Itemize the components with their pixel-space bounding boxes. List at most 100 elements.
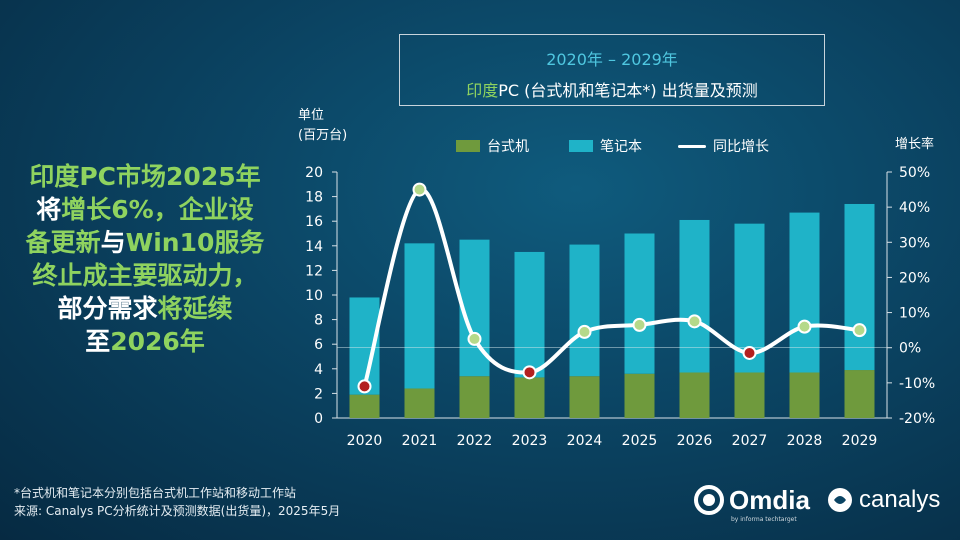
bar-notebook — [514, 251, 545, 378]
y2-tick-label: -20% — [899, 411, 935, 427]
y-tick-label: 14 — [305, 239, 323, 255]
chart-title-rest: PC (台式机和笔记本*) 出货量及预测 — [498, 81, 758, 100]
callout-line-2: 将增长6%，企业设 — [14, 193, 276, 226]
bar-desktop — [734, 372, 765, 418]
growth-point — [797, 319, 812, 334]
bar-desktop — [624, 373, 655, 418]
omdia-logo-text: Omdia — [729, 484, 810, 515]
callout-line-4: 终止成主要驱动力， — [32, 261, 258, 290]
y2-tick-label: 10% — [899, 306, 930, 322]
source-note: 来源: Canalys PC分析统计及预测数据(出货量)，2025年5月 — [14, 504, 341, 518]
legend-growth-line — [678, 144, 706, 148]
y-tick-label: 20 — [305, 165, 323, 181]
legend-notebook: 笔记本 — [569, 136, 642, 156]
callout-line-2b: 增长6%，企业设 — [61, 195, 254, 224]
chart-title-years: 2020年 – 2029年 — [546, 50, 678, 69]
y-tick-label: 12 — [305, 263, 323, 279]
callout-line-3c: Win10服务 — [125, 228, 265, 257]
omdia-logo: Omdia by informa techtarget — [693, 484, 810, 523]
left-axis-label-line-1: 单位 — [298, 108, 325, 123]
x-tick-label: 2024 — [567, 433, 603, 449]
y-tick-label: 10 — [305, 288, 323, 304]
callout-line-5: 部分需求将延续 — [14, 292, 276, 325]
callout-line-6b: 2026年 — [110, 327, 205, 356]
growth-point — [577, 324, 592, 339]
omdia-mark-icon — [694, 485, 724, 515]
callout-line-5b: 将延续 — [157, 294, 233, 323]
canalys-mark-icon — [828, 488, 852, 512]
y2-tick-label: 20% — [899, 270, 930, 286]
footnote-line-1: *台式机和笔记本分别包括台式机工作站和移动工作站 — [14, 486, 297, 500]
y2-tick-label: 40% — [899, 200, 930, 216]
canalys-logo: canalys — [827, 486, 940, 514]
y2-tick-label: -10% — [899, 376, 935, 392]
bar-desktop — [404, 388, 435, 418]
callout-line-2a: 将 — [36, 195, 62, 224]
bar-notebook — [679, 219, 710, 373]
y2-tick-label: 0% — [899, 341, 921, 357]
bar-notebook — [569, 244, 600, 377]
growth-point — [467, 331, 482, 346]
growth-point — [742, 345, 757, 360]
legend-notebook-swatch — [569, 140, 593, 152]
callout-line-6: 至2026年 — [14, 325, 276, 358]
y-tick-label: 2 — [314, 386, 323, 402]
y-tick-label: 18 — [305, 190, 323, 206]
x-tick-label: 2025 — [622, 433, 658, 449]
callout-line-1: 印度PC市场2025年 — [29, 162, 261, 191]
y-tick-label: 4 — [314, 362, 323, 378]
callout-line-3: 备更新与Win10服务 — [14, 226, 276, 259]
y-tick-label: 0 — [314, 411, 323, 427]
growth-point — [357, 379, 372, 394]
x-tick-label: 2022 — [457, 433, 493, 449]
bar-desktop — [514, 377, 545, 418]
y2-tick-label: 30% — [899, 235, 930, 251]
growth-point — [632, 317, 647, 332]
canalys-logo-text: canalys — [859, 486, 941, 513]
chart-title-box: 2020年 – 2029年 印度PC (台式机和笔记本*) 出货量及预测 — [399, 34, 825, 106]
bar-desktop — [459, 376, 490, 418]
bar-desktop — [569, 376, 600, 418]
y-tick-label: 6 — [314, 337, 323, 353]
callout-text: 印度PC市场2025年 将增长6%，企业设 备更新与Win10服务 终止成主要驱… — [14, 160, 276, 358]
bar-desktop — [349, 394, 380, 418]
callout-line-3b: 与 — [100, 228, 126, 257]
x-tick-label: 2020 — [347, 433, 383, 449]
y-tick-label: 16 — [305, 214, 323, 230]
bar-notebook — [844, 203, 875, 371]
bar-notebook — [789, 212, 820, 373]
growth-point — [412, 182, 427, 197]
y-tick-label: 8 — [314, 313, 323, 329]
legend-growth: 同比增长 — [678, 136, 769, 156]
x-tick-label: 2021 — [402, 433, 438, 449]
right-axis-label: 增长率 — [895, 137, 935, 152]
omdia-logo-sub: by informa techtarget — [731, 516, 797, 523]
legend-growth-label: 同比增长 — [713, 139, 769, 155]
chart-title-highlight: 印度 — [466, 81, 499, 100]
x-tick-label: 2023 — [512, 433, 548, 449]
legend-desktop-label: 台式机 — [487, 139, 529, 155]
chart-title: 印度PC (台式机和笔记本*) 出货量及预测 — [400, 77, 824, 101]
callout-line-3a: 备更新 — [25, 228, 101, 257]
left-axis-label-line-2: (百万台) — [298, 128, 348, 143]
x-tick-label: 2029 — [842, 433, 878, 449]
bar-notebook — [624, 233, 655, 374]
x-tick-label: 2026 — [677, 433, 713, 449]
x-tick-label: 2028 — [787, 433, 823, 449]
bar-desktop — [789, 372, 820, 418]
x-tick-label: 2027 — [732, 433, 768, 449]
y2-tick-label: 50% — [899, 165, 930, 181]
callout-line-5a: 部分需求 — [57, 294, 158, 323]
callout-line-6a: 至 — [85, 327, 111, 356]
growth-point — [852, 323, 867, 338]
growth-point — [687, 314, 702, 329]
bar-desktop — [844, 370, 875, 418]
legend-desktop-swatch — [456, 140, 480, 152]
legend-desktop: 台式机 — [456, 136, 529, 156]
bar-notebook — [404, 243, 435, 389]
bar-desktop — [679, 372, 710, 418]
growth-line — [362, 187, 862, 389]
footnote: *台式机和笔记本分别包括台式机工作站和移动工作站 来源: Canalys PC分… — [14, 484, 340, 520]
left-axis-label: 单位 (百万台) — [298, 106, 347, 146]
